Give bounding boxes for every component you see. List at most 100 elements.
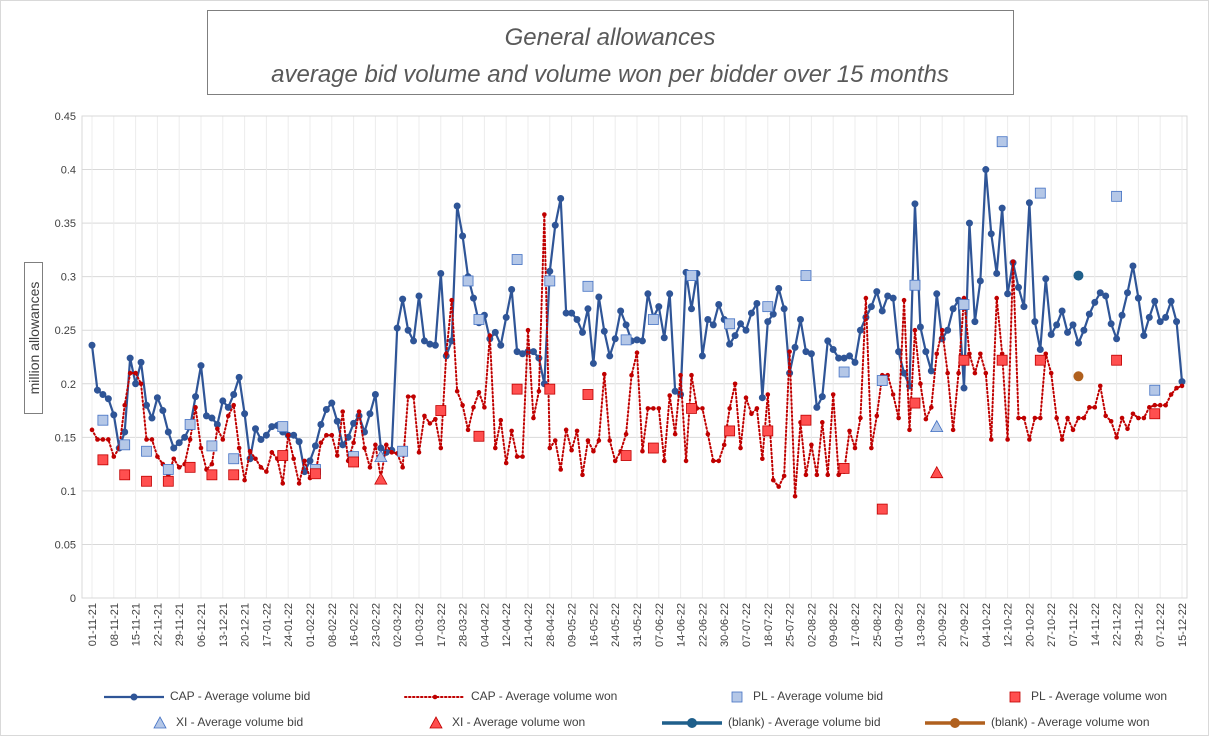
marker (415, 292, 423, 300)
marker (374, 472, 388, 485)
marker (660, 334, 668, 342)
x-tick-label: 23-02-22 (370, 603, 382, 647)
marker (874, 413, 880, 419)
marker (754, 406, 760, 411)
marker (1020, 303, 1028, 311)
marker (253, 456, 258, 462)
x-tick-label: 24-05-22 (610, 603, 622, 647)
title-box (207, 10, 1014, 95)
marker (595, 293, 603, 301)
marker (998, 204, 1006, 212)
x-tick-label: 02-03-22 (392, 603, 404, 647)
marker (1064, 328, 1072, 336)
legend-item: XI - Average volume won (429, 715, 585, 729)
marker (97, 414, 109, 426)
marker (399, 295, 407, 303)
marker (1167, 297, 1175, 305)
marker (127, 370, 133, 376)
chart-subtitle: average bid volume and volume won per bi… (271, 61, 949, 88)
marker (1179, 383, 1185, 389)
marker (1027, 437, 1032, 442)
marker (686, 403, 697, 414)
marker (225, 413, 231, 419)
marker (497, 341, 505, 349)
marker (724, 425, 736, 437)
marker (143, 401, 150, 409)
marker (758, 394, 766, 402)
marker (438, 445, 444, 451)
marker (762, 301, 774, 313)
marker (633, 336, 641, 344)
marker (230, 390, 238, 398)
marker (956, 370, 961, 376)
marker (1096, 289, 1104, 297)
marker (747, 309, 755, 317)
marker (824, 337, 832, 345)
marker (698, 352, 706, 360)
marker (176, 465, 182, 470)
marker (983, 370, 989, 376)
marker (1149, 384, 1161, 396)
marker (302, 458, 307, 464)
marker (574, 428, 580, 434)
marker (672, 431, 678, 437)
marker (242, 477, 247, 483)
marker (295, 438, 303, 446)
marker (1048, 370, 1054, 376)
marker (724, 318, 736, 330)
y-tick-label: 0.4 (61, 165, 76, 177)
marker (769, 310, 777, 318)
marker (546, 267, 554, 275)
marker (277, 450, 289, 461)
x-tick-label: 08-02-22 (327, 603, 339, 647)
marker (558, 467, 563, 472)
marker (617, 307, 625, 315)
marker (511, 254, 523, 265)
marker (454, 388, 460, 394)
marker (511, 383, 523, 395)
marker (1111, 354, 1122, 366)
marker (568, 309, 576, 317)
marker (215, 426, 220, 432)
legend-item: (blank) - Average volume won (925, 715, 1150, 729)
marker (1053, 321, 1061, 329)
marker (1152, 402, 1158, 408)
x-tick-label: 29-11-22 (1133, 603, 1145, 646)
x-tick-label: 20-12-21 (240, 603, 252, 647)
marker (651, 406, 656, 411)
x-tick-label: 07-07-22 (741, 603, 753, 647)
marker (393, 324, 401, 332)
marker (889, 294, 897, 302)
marker (731, 332, 739, 340)
marker (1107, 320, 1115, 328)
marker (820, 420, 825, 425)
legend-item: XI - Average volume bid (153, 715, 303, 729)
marker (241, 410, 249, 418)
marker (122, 402, 127, 408)
marker (460, 402, 465, 408)
marker (647, 442, 659, 454)
marker (193, 405, 198, 410)
marker (863, 295, 869, 301)
marker (164, 428, 172, 436)
legend-item: PL - Average volume won (1009, 689, 1167, 703)
marker (119, 439, 131, 451)
marker (487, 333, 493, 338)
legend-label: XI - Average volume won (452, 715, 585, 729)
marker (927, 367, 935, 375)
marker (661, 458, 667, 464)
marker (852, 445, 858, 451)
marker (95, 437, 100, 442)
marker (1015, 283, 1022, 291)
marker (159, 407, 167, 415)
marker (978, 351, 983, 357)
x-tick-label: 16-02-22 (349, 603, 361, 647)
marker (262, 431, 270, 439)
x-tick-label: 14-06-22 (676, 603, 688, 647)
marker (348, 456, 360, 468)
x-tick-label: 07-12-22 (1155, 603, 1167, 647)
marker (334, 453, 340, 458)
marker (858, 415, 863, 421)
marker (529, 348, 537, 356)
